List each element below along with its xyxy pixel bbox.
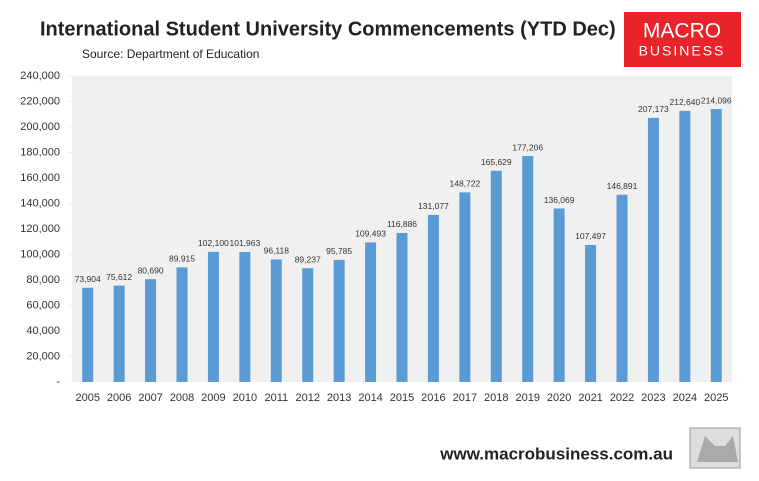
x-tick-label: 2008	[170, 392, 194, 404]
bar	[270, 259, 282, 382]
logo-box	[624, 12, 741, 67]
bar	[113, 285, 125, 382]
bar	[333, 259, 345, 382]
value-label: 207,173	[638, 104, 669, 114]
y-tick-label: 100,000	[20, 248, 60, 260]
bar	[176, 267, 188, 382]
bar	[490, 170, 502, 382]
value-label: 89,237	[295, 254, 321, 264]
bar	[553, 208, 565, 382]
x-tick-label: 2012	[295, 392, 319, 404]
y-tick-label: 200,000	[20, 121, 60, 133]
bar	[427, 214, 439, 382]
bar	[145, 279, 157, 382]
x-tick-label: 2011	[264, 392, 288, 404]
x-tick-label: 2023	[641, 392, 665, 404]
y-tick-label: 120,000	[20, 223, 60, 235]
bar	[710, 109, 722, 383]
y-tick-label: 160,000	[20, 172, 60, 184]
x-tick-label: 2013	[327, 392, 351, 404]
x-tick-label: 2024	[673, 392, 697, 404]
y-tick-label: 220,000	[20, 95, 60, 107]
x-tick-label: 2022	[610, 392, 634, 404]
x-tick-label: 2020	[547, 392, 571, 404]
y-tick-label: 60,000	[26, 299, 60, 311]
bar	[302, 268, 314, 382]
bar	[207, 251, 219, 382]
value-label: 101,963	[229, 238, 260, 248]
x-tick-label: 2018	[484, 392, 508, 404]
y-tick-label: 180,000	[20, 146, 60, 158]
x-tick-label: 2006	[107, 392, 131, 404]
value-label: 165,629	[481, 157, 512, 167]
wolf-icon	[697, 436, 738, 462]
y-tick-label: -	[56, 376, 60, 388]
bar	[82, 287, 94, 382]
value-label: 96,118	[264, 246, 290, 256]
value-label: 177,206	[512, 142, 543, 152]
value-label: 214,096	[701, 95, 732, 105]
value-label: 73,904	[75, 274, 101, 284]
footer-url: www.macrobusiness.com.au	[439, 444, 673, 463]
y-tick-label: 40,000	[26, 325, 60, 337]
y-tick-label: 140,000	[20, 197, 60, 209]
x-tick-label: 2019	[515, 392, 539, 404]
y-tick-label: 20,000	[26, 350, 60, 362]
x-tick-label: 2010	[233, 392, 257, 404]
x-tick-label: 2021	[578, 392, 602, 404]
x-tick-label: 2017	[453, 392, 477, 404]
bar	[522, 156, 534, 382]
x-tick-label: 2007	[138, 392, 162, 404]
x-tick-label: 2005	[75, 392, 99, 404]
value-label: 148,722	[449, 179, 480, 189]
value-label: 89,915	[169, 254, 195, 264]
bar	[365, 242, 377, 382]
value-label: 80,690	[138, 265, 164, 275]
x-tick-label: 2016	[421, 392, 445, 404]
x-tick-label: 2014	[358, 392, 382, 404]
bar	[396, 232, 408, 382]
value-label: 107,497	[575, 231, 606, 241]
value-label: 131,077	[418, 201, 449, 211]
value-label: 109,493	[355, 229, 386, 239]
chart-title: International Student University Commenc…	[40, 18, 616, 40]
value-label: 212,640	[669, 97, 700, 107]
y-tick-label: 80,000	[26, 274, 60, 286]
value-label: 102,100	[198, 238, 229, 248]
bar	[679, 110, 691, 382]
x-tick-label: 2015	[390, 392, 414, 404]
value-label: 136,069	[544, 195, 575, 205]
bar	[239, 251, 251, 382]
value-label: 95,785	[326, 246, 352, 256]
value-label: 146,891	[607, 181, 638, 191]
bar	[647, 117, 659, 382]
y-tick-label: 240,000	[20, 70, 60, 82]
value-label: 75,612	[106, 272, 132, 282]
bar	[585, 244, 597, 382]
chart-subtitle: Source: Department of Education	[82, 47, 259, 61]
value-label: 116,886	[387, 219, 417, 229]
x-tick-label: 2025	[704, 392, 728, 404]
logo-text: MACRO	[643, 20, 721, 43]
x-tick-label: 2009	[201, 392, 225, 404]
bar	[459, 192, 471, 382]
bar	[616, 194, 628, 382]
logo-text: BUSINESS	[639, 43, 726, 59]
